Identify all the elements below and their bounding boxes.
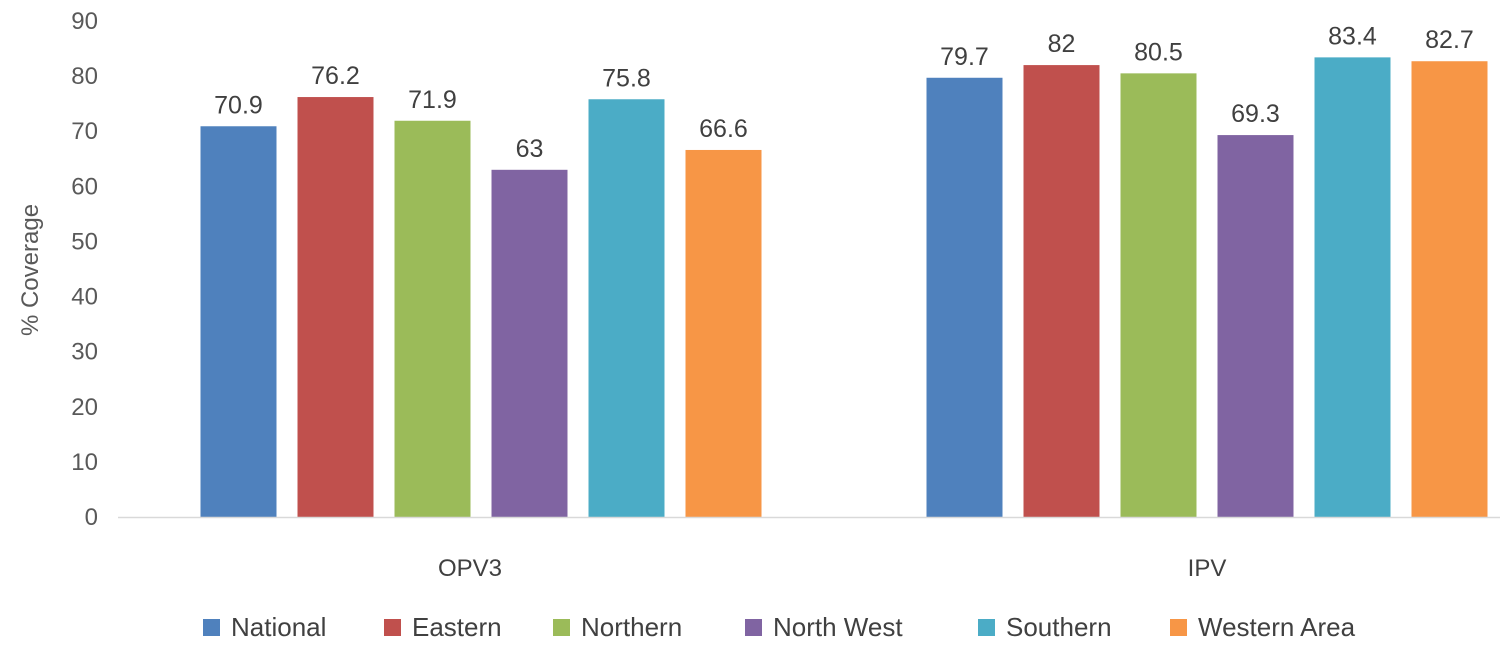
data-label: 83.4 bbox=[1328, 22, 1377, 50]
data-label: 69.3 bbox=[1231, 100, 1280, 128]
legend-swatch bbox=[745, 619, 762, 636]
bar bbox=[588, 99, 665, 517]
y-tick-label: 60 bbox=[71, 173, 98, 200]
legend-item: Northern bbox=[553, 612, 682, 642]
bar bbox=[297, 97, 374, 517]
legend-label: Southern bbox=[1006, 612, 1112, 642]
y-tick-label: 50 bbox=[71, 228, 98, 255]
legend-label: Western Area bbox=[1198, 612, 1356, 642]
y-tick-label: 40 bbox=[71, 284, 98, 311]
y-tick-label: 30 bbox=[71, 339, 98, 366]
bar bbox=[926, 77, 1003, 518]
bar bbox=[1217, 135, 1294, 517]
y-tick-label: 90 bbox=[71, 8, 98, 35]
bar bbox=[491, 169, 568, 518]
y-axis-label: % Coverage bbox=[17, 204, 44, 336]
bar bbox=[394, 120, 471, 518]
bar bbox=[1120, 73, 1197, 517]
bar bbox=[200, 126, 277, 518]
legend-swatch bbox=[384, 619, 401, 636]
y-tick-label: 10 bbox=[71, 449, 98, 476]
bar bbox=[1314, 57, 1391, 518]
data-label: 79.7 bbox=[940, 43, 989, 71]
legend-swatch bbox=[203, 619, 220, 636]
legend-label: Eastern bbox=[412, 612, 502, 642]
legend-swatch bbox=[1170, 619, 1187, 636]
legend-label: North West bbox=[773, 612, 903, 642]
legend-item: Eastern bbox=[384, 612, 502, 642]
bars: 70.9 76.2 71.9 63 75.8 66.6 79.7 82 80.5 69.3 83.4… bbox=[200, 22, 1488, 518]
bar bbox=[685, 149, 762, 517]
data-label: 76.2 bbox=[311, 62, 360, 90]
category-labels: OPV3 IPV bbox=[438, 555, 1226, 582]
y-tick-label: 80 bbox=[71, 63, 98, 90]
legend-swatch bbox=[553, 619, 570, 636]
legend-label: Northern bbox=[581, 612, 682, 642]
data-label: 63 bbox=[516, 135, 544, 163]
y-axis-ticks: 0 10 20 30 40 50 60 70 80 90 bbox=[71, 8, 98, 531]
legend-item: Southern bbox=[978, 612, 1112, 642]
category-label: OPV3 bbox=[438, 555, 502, 582]
bar bbox=[1023, 65, 1100, 517]
legend-label: National bbox=[231, 612, 326, 642]
data-label: 80.5 bbox=[1134, 38, 1183, 66]
data-label: 70.9 bbox=[214, 91, 263, 119]
bar bbox=[1411, 61, 1488, 517]
data-label: 82.7 bbox=[1425, 26, 1474, 54]
y-tick-label: 0 bbox=[85, 504, 98, 531]
legend: National Eastern Northern North West Souther… bbox=[203, 612, 1356, 642]
data-label: 66.6 bbox=[699, 115, 748, 143]
y-tick-label: 20 bbox=[71, 394, 98, 421]
legend-swatch bbox=[978, 619, 995, 636]
data-label: 75.8 bbox=[602, 64, 651, 92]
data-label: 82 bbox=[1048, 30, 1076, 58]
legend-item: National bbox=[203, 612, 326, 642]
y-tick-label: 70 bbox=[71, 118, 98, 145]
data-label: 71.9 bbox=[408, 86, 457, 114]
legend-item: North West bbox=[745, 612, 903, 642]
legend-item: Western Area bbox=[1170, 612, 1356, 642]
category-label: IPV bbox=[1188, 555, 1227, 582]
